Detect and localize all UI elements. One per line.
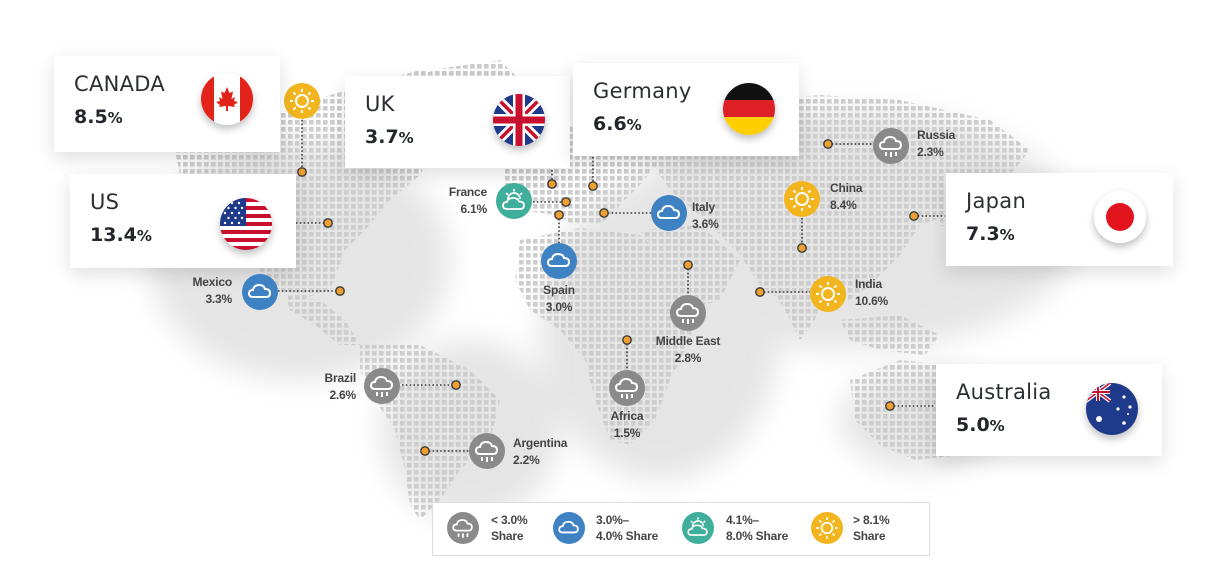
rain-cloud-icon (469, 433, 505, 469)
rain-cloud-icon (670, 295, 706, 331)
region-france: France 6.1% (442, 184, 487, 218)
region-share: 3.6% (692, 217, 719, 231)
country-share: 7.3% (966, 223, 1015, 245)
region-name: Italy (692, 200, 716, 214)
uk-flag-icon (493, 94, 545, 146)
region-africa: Africa 1.5% (604, 408, 650, 442)
cloud-icon (242, 274, 278, 310)
legend-sun-icon (811, 512, 843, 544)
region-argentina: Argentina 2.2% (513, 435, 567, 469)
canada-sun-icon (284, 83, 320, 119)
country-name: Australia (956, 380, 1052, 404)
legend-label: 3.0%– 4.0% Share (596, 513, 659, 543)
rain-cloud-icon (609, 370, 645, 406)
legend-cloud-icon (553, 512, 585, 544)
region-share: 8.4% (830, 198, 857, 212)
germany-flag-icon (723, 83, 775, 135)
cloud-icon (651, 195, 687, 231)
us-flag-icon (220, 198, 272, 250)
region-name: Middle East (655, 334, 721, 348)
country-card-uk: UK 3.7% (345, 76, 570, 168)
country-card-japan: Japan 7.3% (946, 173, 1173, 266)
region-spain: Spain 3.0% (538, 282, 580, 316)
country-card-germany: Germany 6.6% (573, 63, 799, 156)
region-name: India (855, 277, 883, 291)
japan-flag-icon (1094, 191, 1146, 243)
sun-icon (784, 181, 820, 217)
region-share: 2.8% (674, 351, 702, 365)
region-name: China (830, 181, 863, 195)
region-share: 2.6% (329, 388, 356, 402)
country-card-australia: Australia 5.0% (936, 364, 1162, 456)
legend: < 3.0% Share 3.0%– 4.0% Share 4.1%– 8.0%… (432, 502, 930, 556)
country-share: 3.7% (365, 126, 414, 148)
region-share: 6.1% (460, 202, 487, 216)
legend-label: > 8.1% Share (853, 513, 890, 543)
region-china: China 8.4% (830, 180, 863, 214)
region-india: India 10.6% (855, 276, 888, 310)
region-share: 3.3% (205, 292, 232, 306)
legend-sun-cloud-icon (682, 512, 714, 544)
country-share: 13.4% (90, 224, 152, 246)
region-share: 2.2% (513, 453, 540, 467)
country-share: 8.5% (74, 106, 123, 128)
rain-cloud-icon (364, 368, 400, 404)
country-share: 5.0% (956, 414, 1005, 436)
region-share: 2.3% (917, 145, 944, 159)
region-middle-east: Middle East 2.8% (646, 333, 730, 367)
legend-label: 4.1%– 8.0% Share (726, 513, 789, 543)
region-brazil: Brazil 2.6% (316, 370, 357, 404)
rain-cloud-icon (873, 128, 909, 164)
country-name: Germany (593, 79, 692, 103)
region-name: Argentina (513, 436, 568, 450)
region-name: Spain (543, 283, 575, 297)
country-share: 6.6% (593, 113, 642, 135)
australia-flag-icon (1086, 383, 1138, 435)
country-name: US (90, 190, 120, 214)
region-italy: Italy 3.6% (692, 199, 719, 233)
region-name: Brazil (324, 371, 357, 385)
country-name: UK (365, 92, 395, 116)
country-name: CANADA (74, 72, 166, 96)
region-mexico: Mexico 3.3% (186, 274, 233, 308)
cloud-icon (541, 243, 577, 279)
region-share: 1.5% (613, 426, 641, 440)
region-name: Mexico (192, 275, 233, 289)
region-russia: Russia 2.3% (917, 127, 955, 161)
country-card-canada: CANADA 8.5% (54, 56, 280, 152)
region-name: Russia (917, 128, 956, 142)
region-share: 3.0% (545, 300, 573, 314)
region-name: Africa (610, 409, 644, 423)
sun-cloud-icon (496, 183, 532, 219)
legend-label: < 3.0% Share (491, 513, 528, 543)
sun-icon (810, 276, 846, 312)
region-share: 10.6% (855, 294, 889, 308)
country-card-us: US 13.4% (70, 174, 296, 268)
country-name: Japan (966, 189, 1027, 213)
legend-rain-cloud-icon (447, 512, 479, 544)
region-name: France (448, 185, 487, 199)
canada-flag-icon (201, 73, 253, 125)
